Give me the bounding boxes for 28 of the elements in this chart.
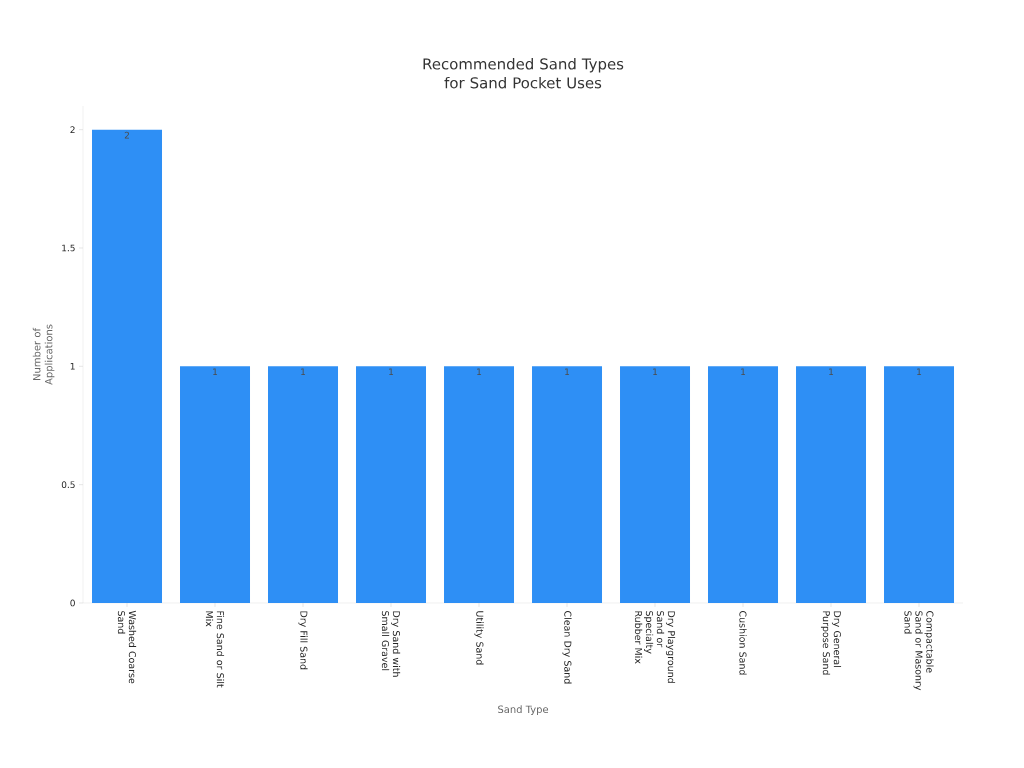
x-tick-label: Fine Sand or Silt Mix [205,611,225,688]
y-tick-label: 2 [70,126,75,133]
y-tick-label: 0.5 [61,481,75,489]
x-tick-label: Clean Dry Sand [562,611,572,684]
x-tick-label: Compactable Sand or Masonry Sand [904,611,934,691]
data-label: 1 [477,368,482,376]
x-tick-label: Dry General Purpose Sand [820,611,842,675]
x-tick-label: Dry Sand with Small Gravel [381,611,401,677]
x-tick-label: Cushion Sand [739,611,747,675]
x-tick-label: Dry Playground Sand or Specialty Rubber Mix [634,611,676,683]
data-label: 1 [829,368,834,376]
y-tick-label: 1 [70,363,75,370]
data-label: 1 [741,368,746,376]
y-tick-label: 1.5 [62,244,75,252]
chart-title: Recommended Sand Types for Sand Pocket Uses [423,58,624,89]
data-label: 1 [213,368,218,376]
x-tick-label: Washed Coarse Sand [117,610,137,684]
data-label: 1 [301,368,306,376]
x-tick-label: Utility Sand [474,611,484,665]
data-label: 1 [653,368,658,376]
data-label: 2 [124,131,129,139]
x-tick-label: Dry Fill Sand [298,611,308,670]
y-axis-title: Number of Applications [32,324,55,385]
y-tick-label: 0 [70,599,75,607]
data-label: 1 [917,368,922,376]
x-axis-title: Sand Type [498,705,549,715]
data-label: 1 [565,368,570,376]
data-label: 1 [389,368,394,376]
